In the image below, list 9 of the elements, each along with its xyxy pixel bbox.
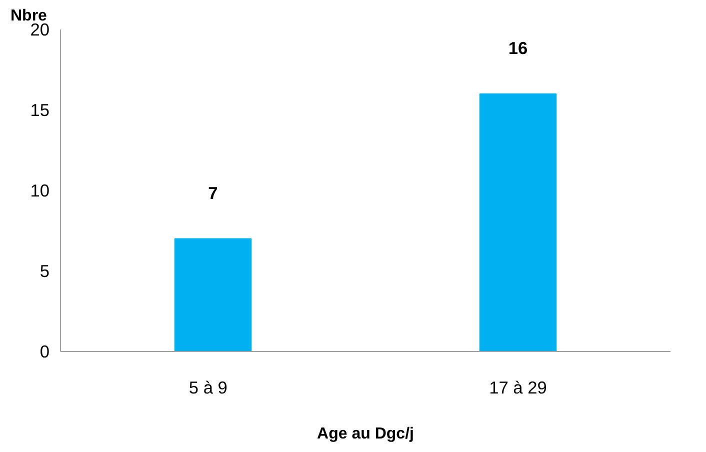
data-label: 16	[508, 38, 528, 58]
x-axis-title: Age au Dgc/j	[317, 426, 414, 442]
y-tick-label: 0	[40, 342, 50, 362]
x-tick-label: 5 à 9	[188, 378, 228, 398]
y-tick-label: 5	[40, 261, 50, 281]
y-tick-label: 10	[30, 180, 50, 200]
data-label: 7	[208, 182, 218, 203]
y-tick-label: 15	[30, 100, 50, 120]
x-tick-label: 17 à 29	[489, 378, 547, 398]
